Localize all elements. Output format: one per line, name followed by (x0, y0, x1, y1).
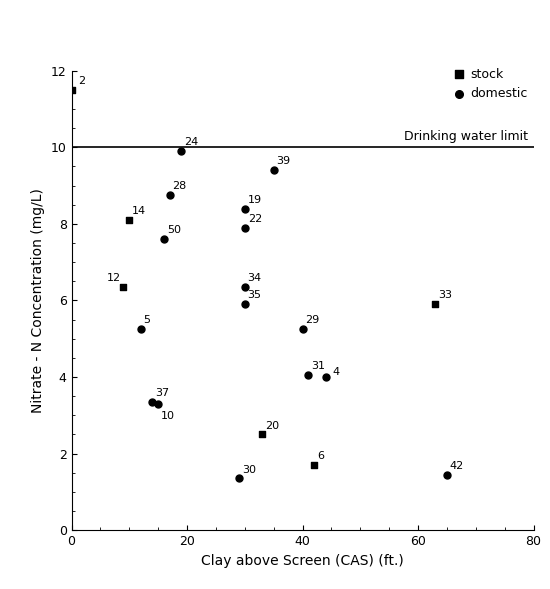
Text: 12: 12 (107, 273, 120, 283)
domestic (442, 470, 451, 479)
Text: Drinking water limit: Drinking water limit (404, 130, 528, 143)
domestic (136, 325, 145, 334)
domestic (298, 325, 307, 334)
Text: 10: 10 (161, 411, 175, 421)
domestic (304, 370, 312, 380)
Text: 35: 35 (248, 290, 262, 300)
Text: 4: 4 (333, 367, 340, 377)
Text: 31: 31 (311, 361, 325, 371)
stock (125, 216, 134, 225)
domestic (240, 282, 249, 292)
Text: 24: 24 (184, 137, 199, 147)
Text: 33: 33 (438, 290, 452, 300)
domestic (160, 234, 168, 244)
Legend: stock, domestic: stock, domestic (454, 68, 527, 100)
domestic (240, 299, 249, 309)
domestic (240, 223, 249, 232)
Y-axis label: Nitrate - N Concentration (mg/L): Nitrate - N Concentration (mg/L) (31, 188, 45, 413)
stock (258, 430, 267, 439)
Text: 22: 22 (248, 214, 262, 224)
Text: 30: 30 (242, 465, 256, 475)
Text: 34: 34 (248, 273, 262, 283)
domestic (165, 190, 174, 200)
Text: 2: 2 (79, 76, 86, 86)
domestic (235, 474, 244, 483)
stock (431, 299, 440, 309)
stock (310, 461, 318, 470)
stock (119, 282, 128, 292)
Text: 5: 5 (144, 315, 151, 325)
Text: 50: 50 (167, 226, 181, 235)
domestic (321, 372, 330, 382)
Text: 20: 20 (265, 421, 279, 431)
Text: 6: 6 (317, 451, 324, 461)
Text: 39: 39 (277, 157, 290, 166)
Text: 28: 28 (173, 181, 187, 191)
stock (67, 85, 76, 94)
Text: 37: 37 (155, 388, 169, 398)
Text: 19: 19 (248, 195, 262, 205)
domestic (177, 146, 186, 155)
domestic (270, 166, 278, 175)
domestic (240, 204, 249, 213)
Text: 42: 42 (450, 461, 464, 471)
domestic (148, 397, 157, 406)
Text: 14: 14 (132, 206, 146, 216)
domestic (153, 399, 163, 409)
Text: 29: 29 (305, 315, 320, 325)
X-axis label: Clay above Screen (CAS) (ft.): Clay above Screen (CAS) (ft.) (201, 554, 404, 568)
